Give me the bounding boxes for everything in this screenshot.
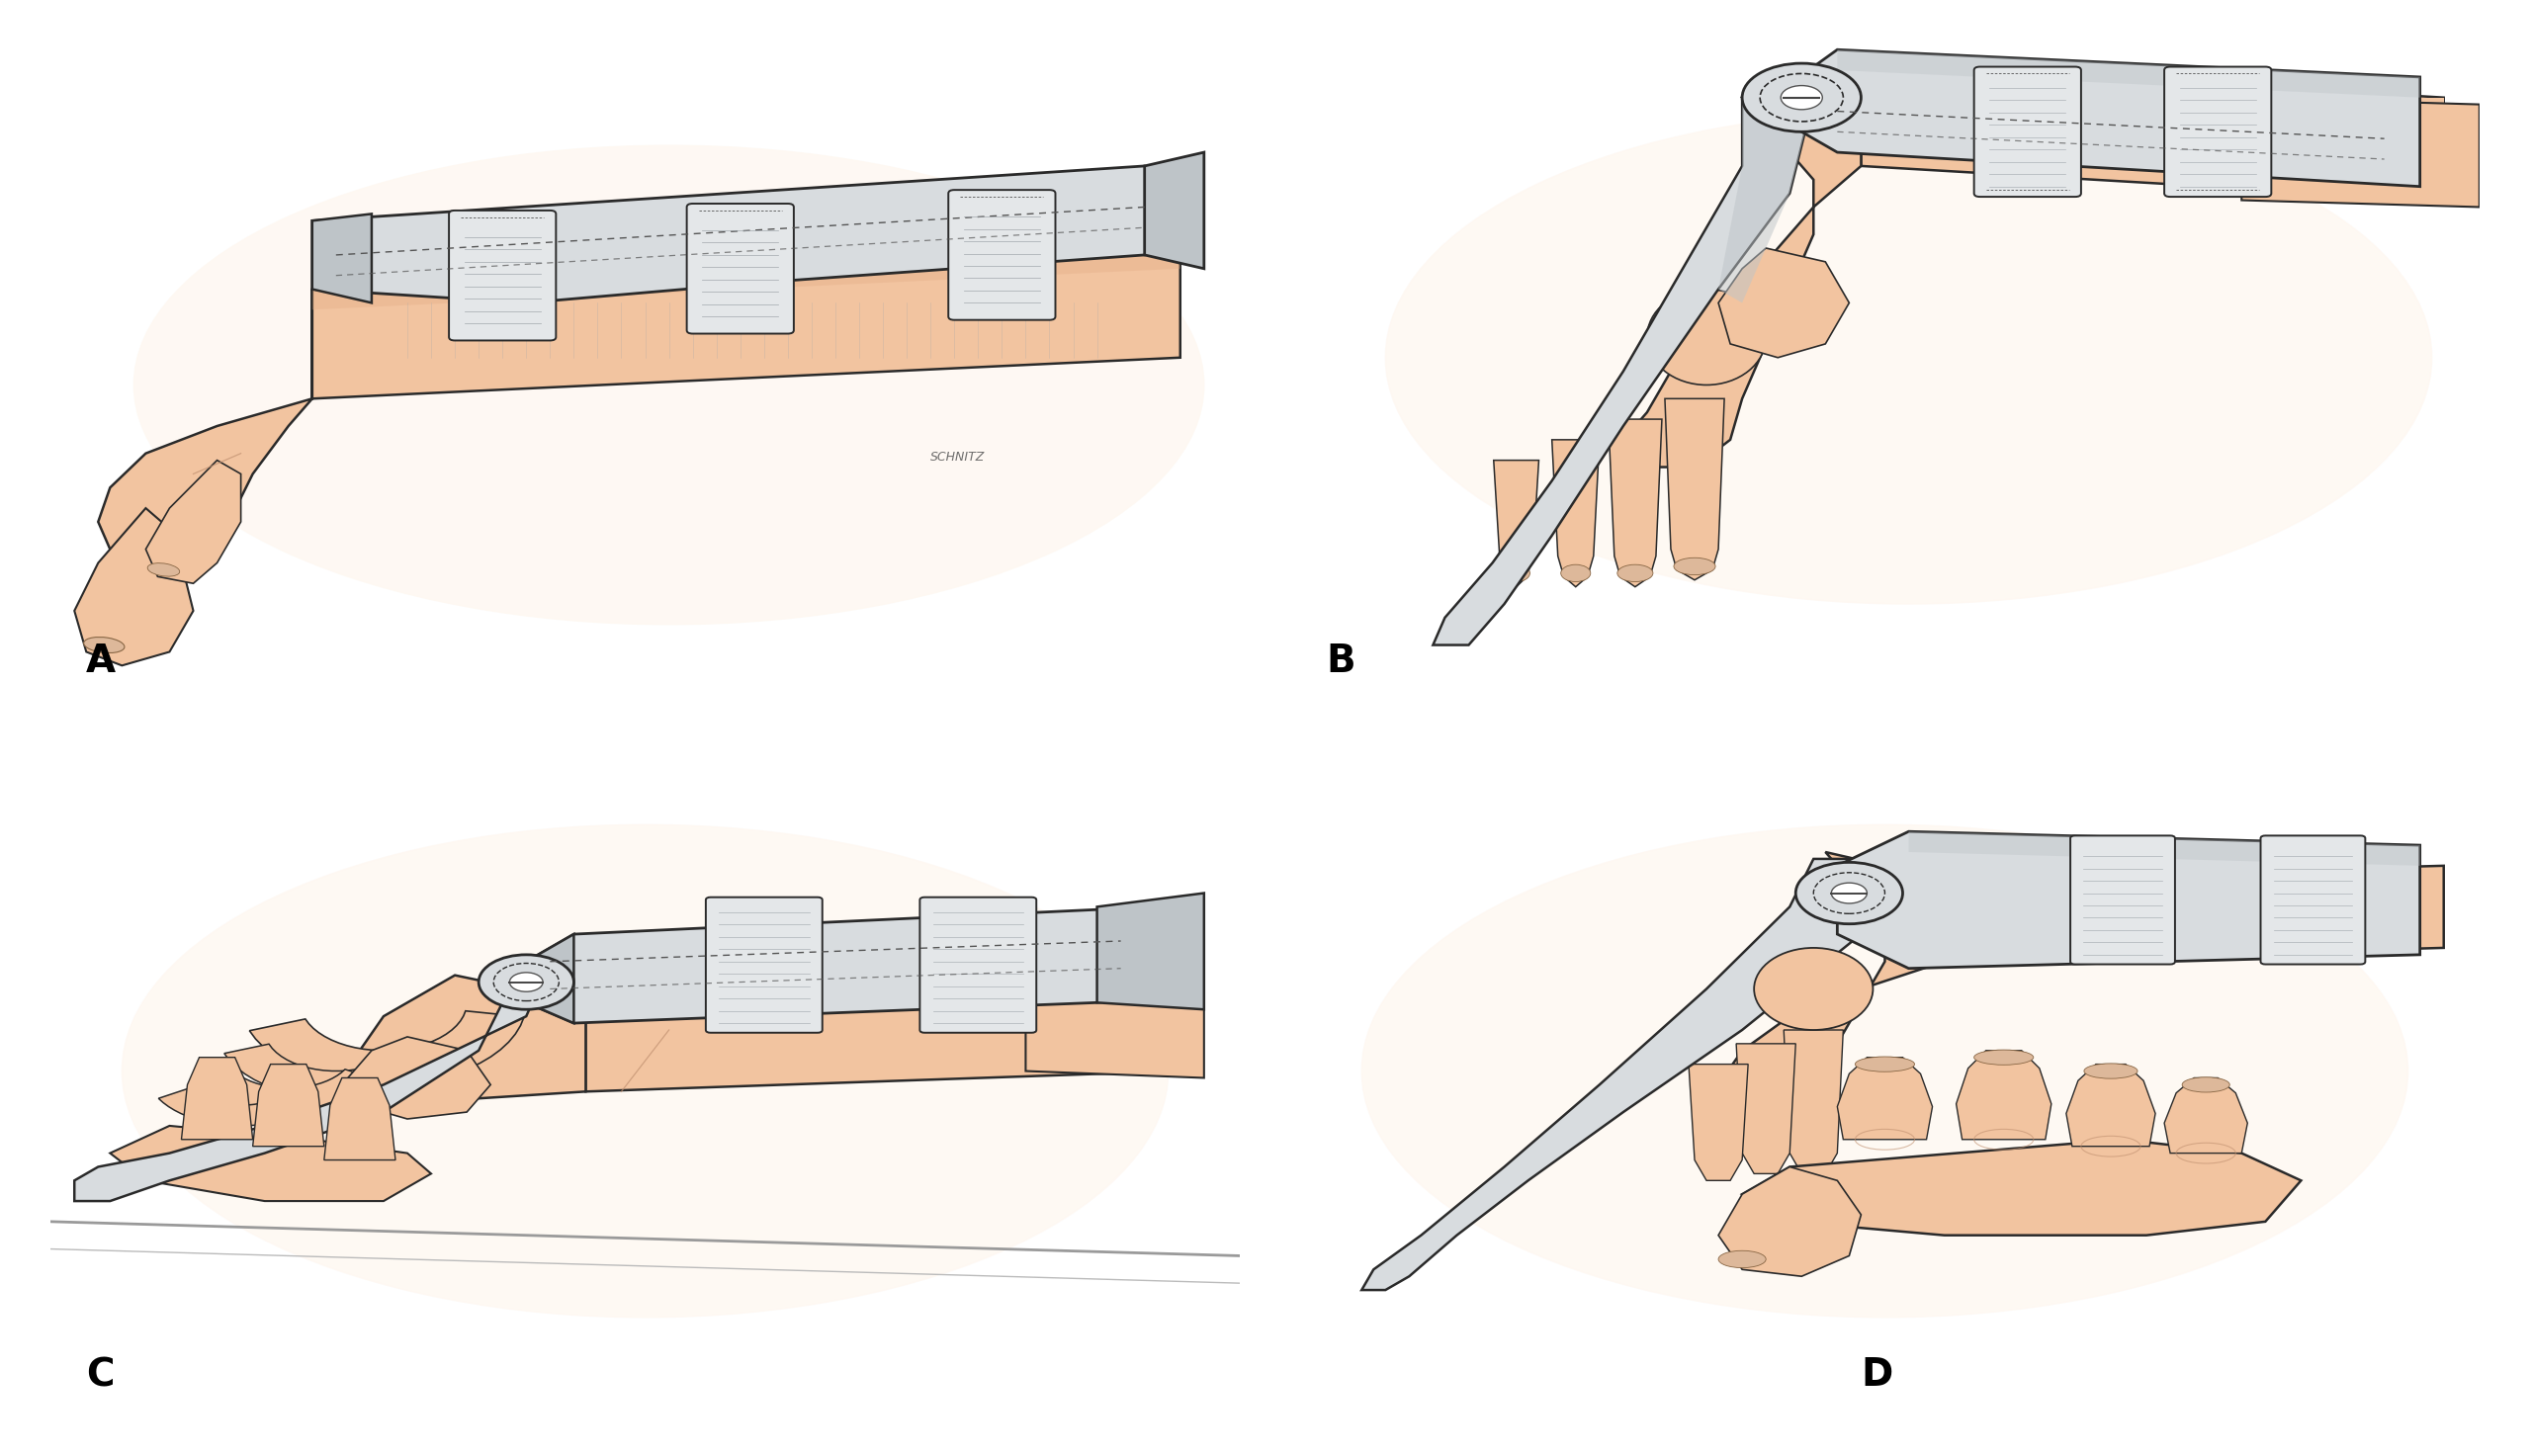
Polygon shape (587, 983, 1179, 1092)
Ellipse shape (1386, 111, 2431, 604)
Polygon shape (359, 976, 587, 1098)
Polygon shape (1551, 440, 1599, 587)
Polygon shape (1837, 50, 2421, 98)
Polygon shape (1144, 153, 1204, 269)
Ellipse shape (1743, 63, 1862, 132)
Polygon shape (182, 1057, 253, 1140)
Polygon shape (1361, 859, 1885, 1290)
Ellipse shape (1561, 565, 1591, 582)
Polygon shape (1784, 1029, 1844, 1174)
Polygon shape (1025, 976, 1204, 1077)
FancyBboxPatch shape (448, 211, 557, 341)
Polygon shape (1493, 460, 1538, 587)
Ellipse shape (1503, 565, 1531, 582)
Polygon shape (2067, 1064, 2156, 1146)
Text: D: D (1862, 1356, 1892, 1393)
Ellipse shape (1796, 862, 1903, 925)
Polygon shape (311, 248, 1179, 399)
FancyBboxPatch shape (686, 204, 794, 333)
Polygon shape (2242, 98, 2479, 207)
FancyBboxPatch shape (921, 897, 1037, 1032)
Polygon shape (1098, 893, 1204, 1009)
Ellipse shape (1781, 86, 1822, 109)
Ellipse shape (1617, 565, 1652, 582)
Polygon shape (1718, 98, 1814, 303)
Ellipse shape (1753, 948, 1872, 1029)
Polygon shape (311, 166, 1179, 303)
FancyBboxPatch shape (706, 897, 822, 1032)
Polygon shape (1956, 1051, 2052, 1140)
Polygon shape (159, 1088, 314, 1125)
Ellipse shape (1854, 1057, 1915, 1072)
Polygon shape (1789, 50, 2421, 186)
FancyBboxPatch shape (949, 189, 1055, 320)
Polygon shape (1665, 399, 1725, 579)
Ellipse shape (478, 955, 574, 1009)
Polygon shape (73, 508, 192, 665)
Polygon shape (1837, 831, 2421, 968)
Polygon shape (1862, 63, 2444, 199)
FancyBboxPatch shape (2070, 836, 2176, 964)
Polygon shape (1609, 419, 1662, 587)
Polygon shape (1688, 1064, 1748, 1181)
Ellipse shape (1647, 290, 1766, 384)
Text: A: A (86, 642, 116, 680)
Ellipse shape (83, 638, 124, 652)
Polygon shape (2163, 1077, 2247, 1153)
Ellipse shape (121, 824, 1169, 1318)
Polygon shape (1837, 1057, 1933, 1140)
Ellipse shape (134, 146, 1204, 625)
Polygon shape (99, 290, 311, 563)
FancyBboxPatch shape (1973, 67, 2082, 197)
Polygon shape (1432, 98, 1814, 645)
Ellipse shape (1675, 558, 1715, 575)
FancyBboxPatch shape (2262, 836, 2366, 964)
Polygon shape (526, 907, 1156, 1024)
Polygon shape (1624, 63, 1862, 467)
Ellipse shape (1718, 1251, 1766, 1268)
Polygon shape (324, 1077, 395, 1160)
Polygon shape (349, 1037, 491, 1120)
Ellipse shape (1832, 882, 1867, 903)
Polygon shape (526, 935, 574, 1024)
Polygon shape (1718, 1166, 1862, 1277)
Ellipse shape (1973, 1050, 2034, 1064)
Polygon shape (1743, 1140, 2302, 1235)
Ellipse shape (1361, 824, 2409, 1318)
Polygon shape (311, 248, 1179, 310)
Ellipse shape (509, 973, 544, 992)
Ellipse shape (2183, 1077, 2229, 1092)
Polygon shape (1718, 248, 1849, 358)
Polygon shape (311, 214, 372, 303)
Polygon shape (225, 1044, 448, 1098)
Polygon shape (1718, 852, 1946, 1112)
Text: C: C (86, 1356, 114, 1393)
Polygon shape (73, 961, 549, 1201)
Polygon shape (111, 1125, 430, 1201)
Polygon shape (147, 460, 240, 584)
Polygon shape (1736, 1044, 1796, 1174)
Ellipse shape (2085, 1063, 2138, 1079)
Text: B: B (1326, 642, 1356, 680)
Polygon shape (1908, 831, 2421, 866)
Ellipse shape (147, 563, 180, 577)
Polygon shape (2242, 98, 2444, 199)
Polygon shape (253, 1064, 324, 1146)
Polygon shape (250, 1010, 524, 1085)
FancyBboxPatch shape (2163, 67, 2272, 197)
Text: SCHNITZ: SCHNITZ (931, 450, 984, 463)
Polygon shape (1946, 866, 2444, 961)
Polygon shape (192, 1066, 382, 1112)
